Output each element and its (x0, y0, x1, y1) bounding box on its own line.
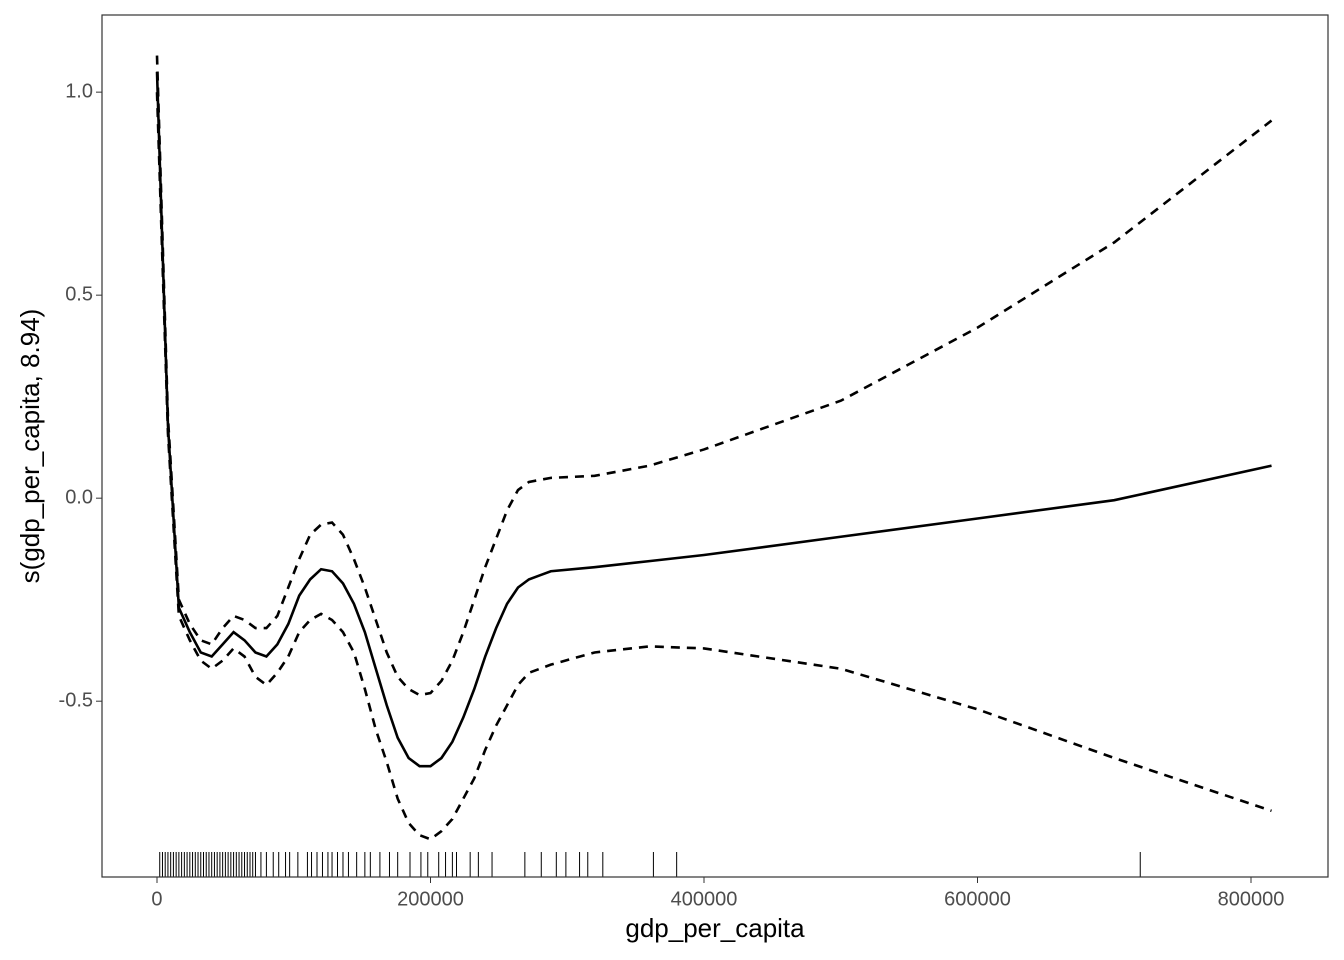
x-tick-label: 200000 (397, 888, 464, 910)
y-tick-label: 0.5 (65, 283, 93, 305)
confidence-band-line (155, 55, 1273, 697)
panel-border (101, 14, 1329, 878)
y-axis-title: s(gdp_per_capita, 8.94) (15, 309, 45, 584)
y-tick-label: -0.5 (59, 689, 93, 711)
confidence-band-line (155, 92, 1272, 841)
smooth-line (155, 71, 1272, 768)
x-tick-label: 0 (151, 888, 162, 910)
x-axis-title: gdp_per_capita (625, 913, 805, 943)
x-tick-label: 600000 (944, 888, 1011, 910)
x-tick-label: 800000 (1218, 888, 1285, 910)
x-tick-label: 400000 (671, 888, 738, 910)
y-tick-label: 0.0 (65, 486, 93, 508)
y-tick-label: 1.0 (65, 80, 93, 102)
